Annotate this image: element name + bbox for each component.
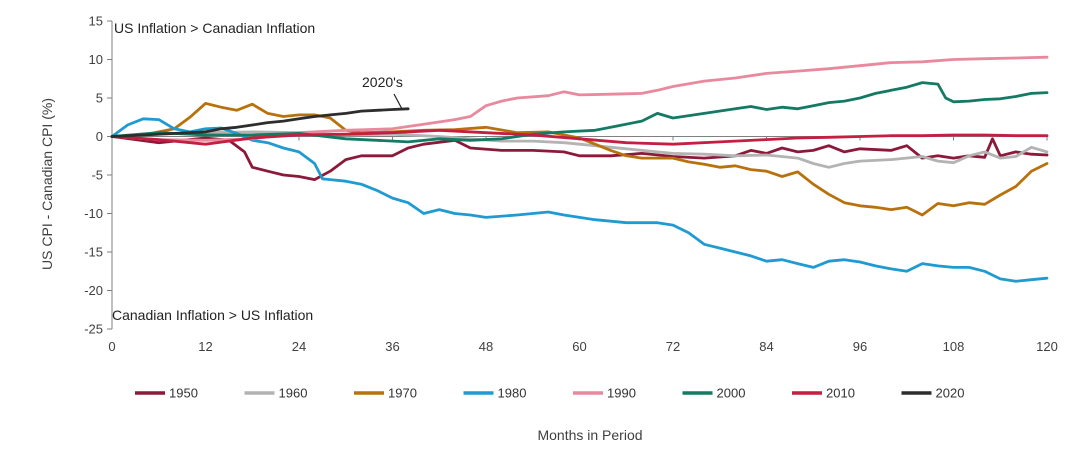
legend-label-1990: 1990 <box>607 386 636 401</box>
y-tick-label: -25 <box>84 322 103 337</box>
series-line-1980 <box>110 117 1049 283</box>
x-axis-title: Months in Period <box>537 427 642 443</box>
legend-label-1970: 1970 <box>388 386 417 401</box>
annotation-top: US Inflation > Canadian Inflation <box>114 20 315 36</box>
x-tick-label: 120 <box>1036 339 1058 354</box>
annotation-bottom: Canadian Inflation > US Inflation <box>112 307 313 323</box>
y-tick-label: -5 <box>91 168 103 183</box>
legend-label-1980: 1980 <box>498 386 527 401</box>
x-tick-label: 24 <box>292 339 306 354</box>
legend: 1950 1960 1970 1980 1990 2000 2010 2020 <box>135 386 964 401</box>
legend-label-1950: 1950 <box>169 386 198 401</box>
legend-label-2010: 2010 <box>826 386 855 401</box>
legend-label-1960: 1960 <box>279 386 308 401</box>
y-tick-label: -20 <box>84 283 103 298</box>
x-tick-label: 48 <box>479 339 493 354</box>
x-tick-label: 84 <box>759 339 773 354</box>
axes-group: 15 10 5 0 -5 -10 -15 -20 -25 0 12 24 36 48 60 72 84 96 108… <box>84 14 1058 355</box>
legend-label-2020: 2020 <box>936 386 965 401</box>
series-line-2000 <box>110 81 1049 144</box>
y-tick-label: 5 <box>96 91 103 106</box>
y-axis-title: US CPI - Canadian CPI (%) <box>39 98 55 270</box>
series-line-1950 <box>110 135 1049 181</box>
x-tick-label: 108 <box>943 339 965 354</box>
y-tick-label: -15 <box>84 245 103 260</box>
legend-label-2000: 2000 <box>717 386 746 401</box>
y-tick-label: 10 <box>89 52 103 67</box>
series-line-1970 <box>110 102 1049 217</box>
x-tick-label: 0 <box>108 339 115 354</box>
y-tick-label: 15 <box>89 14 103 29</box>
x-tick-label: 36 <box>385 339 399 354</box>
x-tick-label: 60 <box>572 339 586 354</box>
series-group <box>110 55 1049 283</box>
y-tick-label: 0 <box>96 129 103 144</box>
callout-2020s: 2020's <box>362 74 403 90</box>
series-line-1990 <box>110 55 1049 142</box>
y-tick-label: -10 <box>84 206 103 221</box>
series-line-2020 <box>110 107 410 138</box>
series-line-2010 <box>110 128 1049 146</box>
x-tick-label: 72 <box>666 339 680 354</box>
x-tick-label: 96 <box>853 339 867 354</box>
x-tick-label: 12 <box>198 339 212 354</box>
callout-arrow <box>393 93 403 110</box>
